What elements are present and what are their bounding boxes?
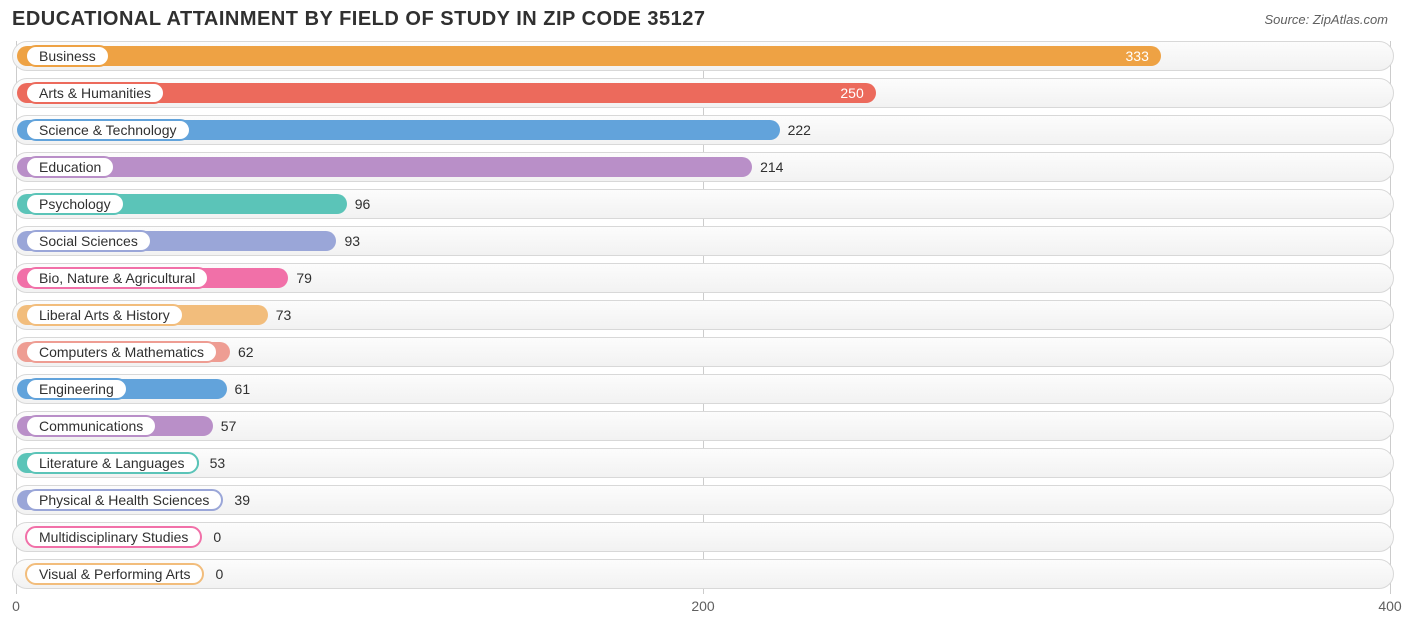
category-pill: Science & Technology [25, 119, 191, 141]
bar-row: Literature & Languages 53 [12, 448, 1394, 478]
bar-row: Social Sciences 93 [12, 226, 1394, 256]
category-pill: Social Sciences [25, 230, 152, 252]
chart-area: Business 333 Arts & Humanities 250 Science &… [12, 41, 1394, 618]
bar-row: Visual & Performing Arts 0 [12, 559, 1394, 589]
bar-row: Physical & Health Sciences 39 [12, 485, 1394, 515]
x-tick: 0 [12, 598, 20, 614]
chart-source: Source: ZipAtlas.com [1264, 8, 1394, 27]
bar-value: 79 [296, 270, 312, 286]
bar-row: Education 214 [12, 152, 1394, 182]
bar-value: 39 [234, 492, 250, 508]
category-pill: Education [25, 156, 115, 178]
bar-value: 73 [276, 307, 292, 323]
bar [17, 46, 1161, 66]
category-pill: Arts & Humanities [25, 82, 165, 104]
bar-row: Arts & Humanities 250 [12, 78, 1394, 108]
category-pill: Multidisciplinary Studies [25, 526, 202, 548]
bar-value: 214 [760, 159, 783, 175]
bar [17, 157, 752, 177]
x-axis: 0200400 [12, 596, 1394, 618]
bar-value: 53 [210, 455, 226, 471]
bar-row: Communications 57 [12, 411, 1394, 441]
category-pill: Visual & Performing Arts [25, 563, 204, 585]
chart-header: EDUCATIONAL ATTAINMENT BY FIELD OF STUDY… [12, 8, 1394, 31]
bar-row: Bio, Nature & Agricultural 79 [12, 263, 1394, 293]
category-pill: Physical & Health Sciences [25, 489, 223, 511]
bar-row: Science & Technology 222 [12, 115, 1394, 145]
category-pill: Business [25, 45, 110, 67]
category-pill: Communications [25, 415, 157, 437]
x-tick: 400 [1378, 598, 1401, 614]
category-pill: Psychology [25, 193, 125, 215]
bar-value: 62 [238, 344, 254, 360]
bar-value: 222 [788, 122, 811, 138]
bar-row: Computers & Mathematics 62 [12, 337, 1394, 367]
x-tick: 200 [691, 598, 714, 614]
category-pill: Bio, Nature & Agricultural [25, 267, 209, 289]
category-pill: Engineering [25, 378, 128, 400]
category-pill: Computers & Mathematics [25, 341, 218, 363]
bar-row: Multidisciplinary Studies 0 [12, 522, 1394, 552]
chart-rows: Business 333 Arts & Humanities 250 Science &… [12, 41, 1394, 589]
bar-row: Psychology 96 [12, 189, 1394, 219]
bar-value: 250 [840, 85, 863, 101]
category-pill: Liberal Arts & History [25, 304, 184, 326]
bar-value: 0 [215, 566, 223, 582]
bar-value: 57 [221, 418, 237, 434]
chart-title: EDUCATIONAL ATTAINMENT BY FIELD OF STUDY… [12, 8, 706, 31]
bar-value: 61 [235, 381, 251, 397]
bar-row: Engineering 61 [12, 374, 1394, 404]
bar-value: 96 [355, 196, 371, 212]
bar-value: 333 [1126, 48, 1149, 64]
bar-row: Liberal Arts & History 73 [12, 300, 1394, 330]
bar-value: 93 [344, 233, 360, 249]
category-pill: Literature & Languages [25, 452, 199, 474]
bar-row: Business 333 [12, 41, 1394, 71]
bar-value: 0 [213, 529, 221, 545]
